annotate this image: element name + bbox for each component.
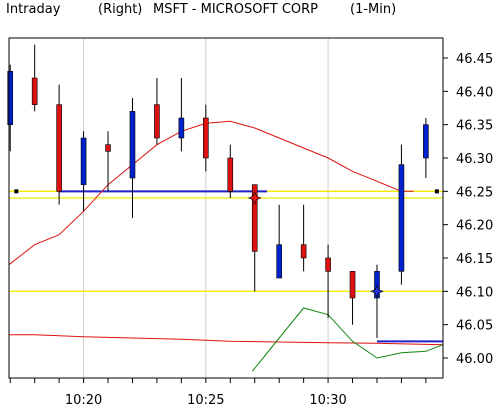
marker-star-red-0 xyxy=(247,191,262,205)
marker-star-blue-1 xyxy=(370,284,384,299)
candle-body-5 xyxy=(129,111,136,179)
candle-body-11 xyxy=(276,244,282,279)
candle-body-7 xyxy=(178,117,185,139)
x-tick-label-1: 10:25 xyxy=(187,393,224,408)
y-tick-label-1: 46.40 xyxy=(456,85,493,100)
y-tick-label-5: 46.20 xyxy=(456,219,493,234)
candle-body-14 xyxy=(349,271,356,299)
marker-dot-2 xyxy=(14,189,19,194)
lower-red-line xyxy=(9,334,444,346)
interval-label: (1-Min) xyxy=(350,2,396,17)
green-indicator-line xyxy=(251,307,444,372)
candles xyxy=(7,44,429,338)
candle-body-8 xyxy=(203,117,209,159)
y-tick-label-2: 46.35 xyxy=(456,119,493,134)
candle-body-10 xyxy=(251,184,258,252)
gridlines xyxy=(83,38,329,378)
x-tick-label-0: 10:20 xyxy=(65,393,102,408)
horizontal-level-lines xyxy=(9,190,443,343)
candle-body-0 xyxy=(7,71,14,125)
plot-frame xyxy=(8,37,444,379)
y-tick-label-0: 46.45 xyxy=(456,52,493,67)
y-tick-label-7: 46.10 xyxy=(456,285,493,300)
axis-side-label: (Right) xyxy=(98,2,142,17)
moving-average-line xyxy=(8,120,414,266)
indicator-lines xyxy=(8,120,444,372)
marker-dot-3 xyxy=(434,189,439,194)
candle-body-3 xyxy=(80,137,87,185)
candle-body-9 xyxy=(227,157,234,192)
y-tick-label-9: 46.00 xyxy=(456,352,493,367)
symbol-label: MSFT - MICROSOFT CORP xyxy=(153,2,318,17)
x-tick-label-2: 10:30 xyxy=(309,393,346,408)
y-tick-label-4: 46.25 xyxy=(456,185,493,200)
x-axis: 10:20 10:25 10:30 xyxy=(9,378,427,408)
markers xyxy=(14,189,439,299)
y-tick-label-8: 46.05 xyxy=(456,319,493,334)
candle-body-4 xyxy=(105,144,111,152)
candle-body-16 xyxy=(398,164,405,272)
candle-body-6 xyxy=(154,104,160,139)
candle-body-2 xyxy=(56,104,62,192)
y-tick-label-6: 46.15 xyxy=(456,252,493,267)
y-axis: 46.45 46.40 46.35 46.30 46.25 46.20 46.15 46.10… xyxy=(443,52,493,367)
candle-body-13 xyxy=(325,257,331,272)
candle-body-12 xyxy=(300,244,307,259)
chart-mode-label: Intraday xyxy=(6,2,61,17)
candle-body-17 xyxy=(423,124,429,159)
candle-body-1 xyxy=(31,77,38,105)
y-tick-label-3: 46.30 xyxy=(456,152,493,167)
